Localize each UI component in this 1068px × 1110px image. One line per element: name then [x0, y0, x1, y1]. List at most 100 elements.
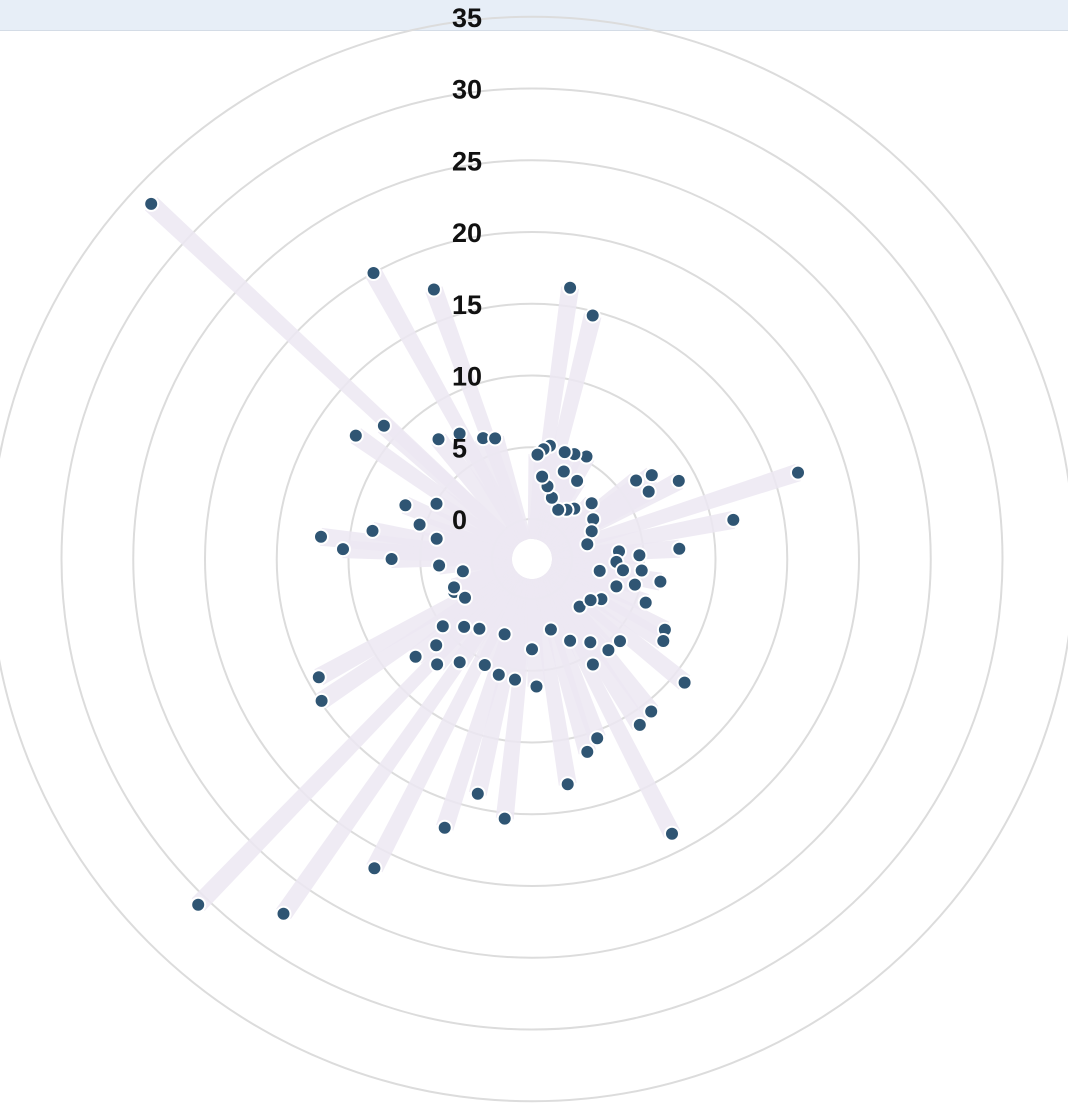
radial-grid — [0, 15, 1068, 1103]
data-point-73 — [428, 495, 445, 512]
data-point-47 — [366, 860, 383, 877]
beam-85 — [532, 576, 596, 755]
data-point-64 — [313, 528, 329, 545]
data-point-81 — [562, 632, 579, 649]
data-point-85 — [579, 743, 596, 760]
data-point-89 — [496, 626, 513, 643]
data-point-84 — [589, 730, 606, 747]
data-point-88 — [528, 678, 545, 695]
data-point-91 — [456, 618, 473, 635]
data-point-40 — [600, 642, 617, 659]
data-point-97 — [626, 576, 643, 593]
grid-ring-20 — [204, 231, 860, 887]
tick-label-35: 35 — [452, 3, 482, 33]
beam-89 — [496, 575, 531, 638]
data-point-41 — [676, 674, 693, 691]
data-point-43 — [559, 776, 576, 793]
data-point-2 — [425, 281, 442, 298]
data-point-44 — [496, 810, 513, 827]
data-point-9 — [643, 467, 660, 484]
beam-75 — [434, 529, 514, 561]
data-point-87 — [643, 703, 660, 720]
data-point-86 — [631, 716, 648, 733]
data-point-18 — [555, 463, 572, 480]
data-point-63 — [335, 541, 351, 558]
data-point-37 — [608, 578, 625, 595]
data-point-53 — [429, 656, 446, 673]
data-point-0 — [143, 195, 160, 212]
data-point-52 — [407, 648, 424, 665]
data-point-95 — [631, 547, 648, 564]
data-point-68 — [375, 417, 392, 434]
beam-93 — [545, 566, 596, 608]
data-point-77 — [490, 666, 507, 683]
data-point-29 — [534, 468, 551, 485]
grid-ring-25 — [132, 159, 932, 959]
beam-91 — [457, 569, 522, 634]
data-point-61 — [431, 557, 448, 574]
data-point-67 — [347, 427, 364, 444]
data-point-20 — [583, 495, 600, 512]
beam-72 — [486, 435, 532, 542]
data-point-56 — [434, 618, 451, 635]
data-point-65 — [364, 522, 381, 539]
data-point-90 — [471, 620, 488, 637]
data-point-79 — [524, 641, 540, 658]
data-point-32 — [615, 562, 631, 579]
beam-69 — [431, 433, 524, 547]
tick-label-25: 25 — [452, 146, 482, 176]
data-point-33 — [652, 573, 669, 590]
point-beams — [145, 197, 801, 919]
tick-label-15: 15 — [452, 290, 482, 320]
data-point-55 — [428, 637, 445, 654]
radial-tick-labels: 0 5 10 15 20 25 30 35 — [452, 3, 482, 535]
data-point-48 — [275, 905, 292, 922]
grid-ring-30 — [60, 87, 1004, 1031]
data-point-54 — [451, 654, 468, 671]
data-point-35 — [655, 633, 672, 649]
data-point-6 — [725, 511, 742, 528]
data-point-49 — [190, 896, 207, 913]
data-point-11 — [640, 483, 657, 500]
data-point-42 — [664, 825, 680, 842]
data-point-14 — [556, 444, 573, 461]
data-point-80 — [542, 621, 559, 638]
data-point-59 — [446, 579, 462, 596]
beam-5 — [549, 464, 801, 558]
window-top-bar — [0, 0, 1068, 31]
data-point-75 — [428, 530, 445, 547]
data-point-8 — [670, 472, 687, 489]
data-point-22 — [583, 523, 600, 540]
grid-ring-35 — [0, 15, 1068, 1103]
data-point-60 — [454, 563, 471, 580]
data-point-83 — [584, 656, 601, 673]
data-point-69 — [430, 431, 447, 448]
beam-68 — [377, 419, 521, 550]
tick-label-30: 30 — [452, 75, 482, 105]
data-point-82 — [582, 634, 599, 651]
data-point-45 — [436, 819, 453, 836]
tick-label-5: 5 — [452, 433, 467, 463]
data-point-62 — [383, 551, 400, 567]
data-point-78 — [476, 657, 493, 673]
data-point-46 — [469, 785, 486, 802]
data-point-3 — [562, 279, 579, 296]
beam-73 — [432, 496, 518, 554]
data-points — [143, 195, 806, 922]
data-point-39 — [612, 633, 628, 650]
data-point-10 — [628, 472, 645, 489]
data-point-76 — [507, 671, 523, 688]
data-point-58 — [457, 589, 473, 606]
data-point-74 — [411, 516, 428, 533]
data-point-50 — [310, 669, 327, 686]
grid-ring-10 — [347, 374, 717, 744]
data-point-72 — [487, 430, 504, 447]
data-point-70 — [451, 425, 468, 442]
data-point-96 — [633, 562, 650, 579]
data-point-36 — [637, 594, 654, 611]
data-point-19 — [569, 472, 586, 489]
data-point-7 — [671, 540, 688, 557]
tick-label-0: 0 — [452, 505, 467, 535]
data-point-94 — [591, 562, 608, 579]
